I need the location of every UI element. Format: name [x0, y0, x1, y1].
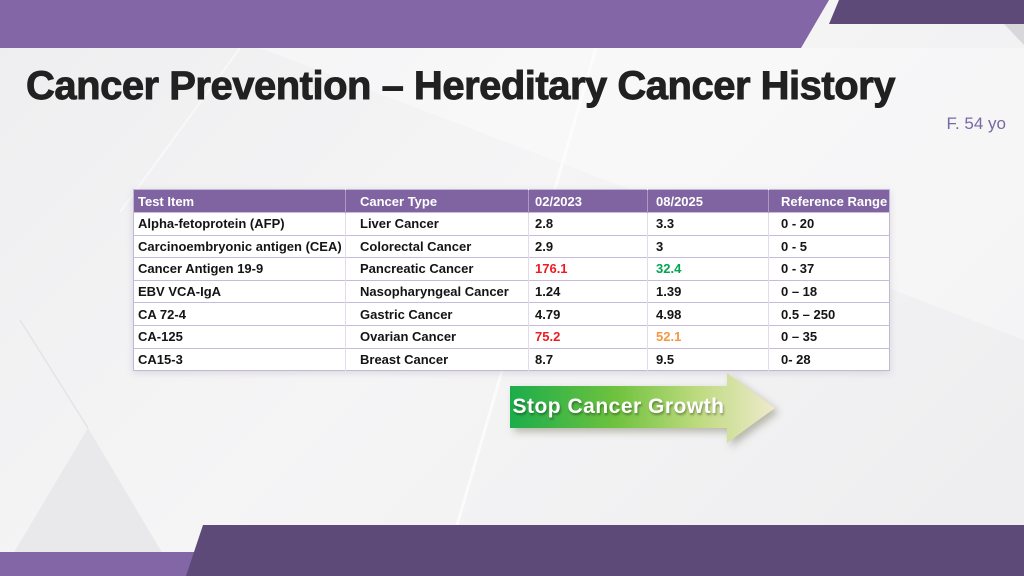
cell-test-item: CA15-3 — [133, 347, 346, 371]
cell-cancer-type: Pancreatic Cancer — [345, 257, 529, 281]
cell-cancer-type: Colorectal Cancer — [345, 234, 529, 258]
cell-reference-range: 0 - 20 — [768, 212, 890, 236]
cell-value-2025: 1.39 — [647, 279, 769, 303]
lab-results: Test Item Cancer Type 02/2023 08/2025 Re… — [133, 189, 890, 372]
arrow-label: Stop Cancer Growth — [512, 395, 725, 418]
cell-reference-range: 0- 28 — [768, 347, 890, 371]
cell-cancer-type: Ovarian Cancer — [345, 324, 529, 349]
cell-value-2023: 2.9 — [528, 234, 648, 258]
cell-value-2025: 4.98 — [647, 302, 769, 326]
stop-cancer-growth-arrow: Stop Cancer Growth — [500, 366, 790, 448]
footer-light-accent — [0, 552, 205, 576]
cell-value-2023: 2.8 — [528, 212, 648, 236]
table-row: Cancer Antigen 19-9 Pancreatic Cancer 17… — [133, 257, 890, 281]
cell-value-2025: 3.3 — [647, 212, 769, 236]
cell-value-2025: 9.5 — [647, 347, 769, 371]
cell-cancer-type: Gastric Cancer — [345, 302, 529, 326]
cell-reference-range: 0 – 18 — [768, 279, 890, 303]
cell-cancer-type: Nasopharyngeal Cancer — [345, 279, 529, 303]
background-facet-line — [19, 319, 89, 429]
cell-cancer-type: Liver Cancer — [345, 212, 529, 236]
col-header-cancer-type: Cancer Type — [345, 189, 529, 213]
cell-reference-range: 0.5 – 250 — [768, 302, 890, 326]
table-row: EBV VCA-IgA Nasopharyngeal Cancer 1.24 1… — [133, 279, 890, 303]
patient-info: F. 54 yo — [946, 114, 1006, 133]
top-banner-gray-accent — [1004, 24, 1024, 45]
cell-value-2023-abnormal: 176.1 — [528, 257, 648, 281]
footer-banner — [186, 525, 1024, 576]
table-row: CA 72-4 Gastric Cancer 4.79 4.98 0.5 – 2… — [133, 302, 890, 326]
lab-results-table: Test Item Cancer Type 02/2023 08/2025 Re… — [133, 189, 890, 372]
cell-reference-range: 0 - 37 — [768, 257, 890, 281]
cell-test-item: Cancer Antigen 19-9 — [133, 257, 346, 281]
table-row: CA-125 Ovarian Cancer 75.2 52.1 0 – 35 — [133, 324, 890, 349]
cell-test-item: Carcinoembryonic antigen (CEA) — [133, 234, 346, 258]
col-header-date-2025: 08/2025 — [647, 189, 769, 213]
cell-test-item: CA-125 — [133, 324, 346, 349]
table-header-row: Test Item Cancer Type 02/2023 08/2025 Re… — [133, 189, 890, 213]
cell-reference-range: 0 - 5 — [768, 234, 890, 258]
cell-value-2025-improved: 32.4 — [647, 257, 769, 281]
cell-value-2025-elevated: 52.1 — [647, 324, 769, 349]
top-banner-dark-accent — [829, 0, 1024, 24]
cell-value-2023: 1.24 — [528, 279, 648, 303]
col-header-reference-range: Reference Range — [768, 189, 890, 213]
top-banner — [0, 0, 829, 48]
cell-value-2025: 3 — [647, 234, 769, 258]
cell-test-item: Alpha-fetoprotein (AFP) — [133, 212, 346, 236]
cell-value-2023-abnormal: 75.2 — [528, 324, 648, 349]
page-title: Cancer Prevention – Hereditary Cancer Hi… — [26, 64, 896, 109]
cell-reference-range: 0 – 35 — [768, 324, 890, 349]
table-row: Alpha-fetoprotein (AFP) Liver Cancer 2.8… — [133, 212, 890, 236]
cell-value-2023: 4.79 — [528, 302, 648, 326]
table-row: Carcinoembryonic antigen (CEA) Colorecta… — [133, 234, 890, 258]
cell-test-item: CA 72-4 — [133, 302, 346, 326]
background-facet — [0, 428, 176, 576]
col-header-test-item: Test Item — [133, 189, 346, 213]
col-header-date-2023: 02/2023 — [528, 189, 648, 213]
cell-test-item: EBV VCA-IgA — [133, 279, 346, 303]
